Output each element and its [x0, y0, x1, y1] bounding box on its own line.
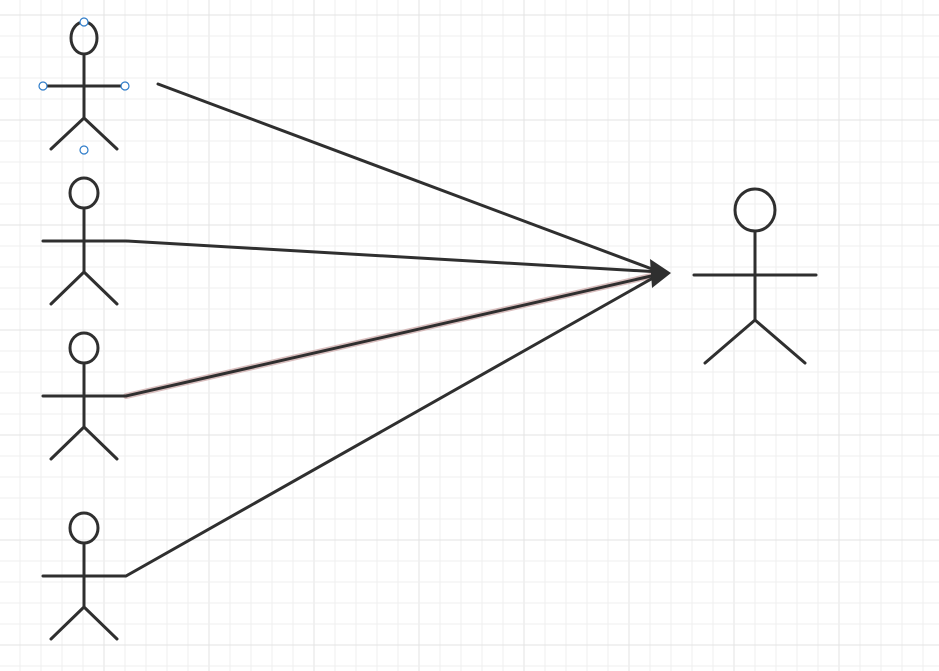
actor-left-leg — [703, 318, 757, 365]
connector-line[interactable] — [124, 239, 662, 274]
actor-right-leg — [753, 318, 807, 365]
actor-figure[interactable] — [41, 176, 127, 306]
actor-left-leg — [49, 116, 86, 151]
selection-handle-right[interactable] — [120, 81, 130, 91]
actors — [41, 20, 818, 641]
selection-handle-left[interactable] — [38, 81, 48, 91]
connector-actor-4-to-actor-target[interactable] — [124, 272, 662, 578]
actor-figure[interactable] — [41, 331, 127, 461]
actor-right-leg — [82, 605, 119, 641]
actor-head — [68, 511, 100, 545]
actor-left-leg — [49, 605, 86, 641]
actor-head — [69, 20, 99, 56]
connector-actor-1-to-actor-target[interactable] — [156, 82, 662, 274]
selection-handle-bottom[interactable] — [79, 145, 89, 155]
connector-line[interactable] — [156, 82, 662, 274]
actor-left-leg — [49, 270, 86, 306]
actor-right-leg — [82, 116, 119, 151]
arrowhead-icon — [650, 259, 671, 288]
connector-actor-3-to-actor-target[interactable] — [123, 270, 667, 399]
connectors — [123, 82, 671, 578]
selection-handle-top[interactable] — [79, 17, 89, 27]
actor-right-leg — [82, 425, 119, 461]
target-actor[interactable] — [692, 187, 818, 365]
connector-line[interactable] — [124, 272, 662, 398]
actor-figure[interactable] — [41, 20, 127, 151]
selection-handles — [38, 17, 130, 155]
actor-left-leg — [49, 425, 86, 461]
connector-actor-2-to-actor-target[interactable] — [124, 239, 662, 274]
actor-figure[interactable] — [41, 511, 127, 641]
actor-right-leg — [82, 270, 119, 306]
connector-line[interactable] — [124, 272, 662, 578]
actor-head — [68, 331, 100, 365]
